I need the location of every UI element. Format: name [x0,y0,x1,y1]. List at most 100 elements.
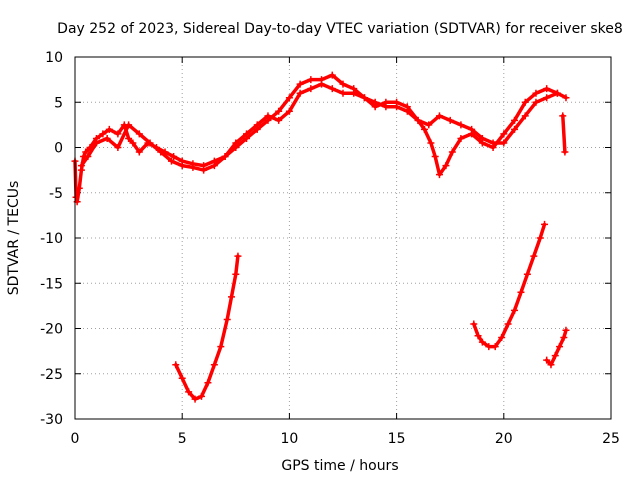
data-point [339,80,347,88]
data-point [75,184,83,192]
data-point [500,139,508,147]
series-trace [561,114,567,154]
data-point [157,148,165,156]
x-tick-label: 10 [280,431,298,447]
data-point [170,153,178,161]
x-tick-label: 20 [495,431,513,447]
series-3 [470,220,549,351]
data-point [350,89,358,97]
data-point [500,130,508,138]
y-tick-label: -25 [40,367,63,383]
data-point [536,234,544,242]
data-point [223,315,231,323]
y-tick-label: -30 [40,412,63,428]
data-point [530,252,538,260]
data-point [264,112,272,120]
data-point [468,125,476,133]
y-tick-labels: -30 -25 -20 -15 -10 -5 0 5 10 [40,50,63,428]
data-point [559,112,567,120]
data-point [521,98,529,106]
data-point [547,361,555,369]
y-tick-label: -5 [49,186,63,202]
data-point [403,103,411,111]
data-point [393,98,401,106]
data-point [382,98,390,106]
data-point [307,76,315,84]
data-point [448,148,456,156]
data-point [210,361,218,369]
data-point [197,392,205,400]
data-point [446,116,454,124]
x-tick-label: 15 [388,431,406,447]
data-point [172,361,180,369]
y-tick-label: 10 [45,50,63,66]
data-point [221,153,229,161]
data-point [296,89,304,97]
data-point [489,139,497,147]
data-point [191,395,199,403]
data-point [82,148,90,156]
data-point [253,121,261,129]
data-point [77,162,85,170]
data-point [307,85,315,93]
data-point [541,220,549,228]
series-1 [77,80,561,174]
data-point [435,171,443,179]
data-point [318,80,326,88]
series-2 [172,252,242,403]
data-point [532,89,540,97]
data-point [232,270,240,278]
data-point [560,334,568,342]
data-point [498,334,506,342]
y-tick-label: -15 [40,276,63,292]
data-point [431,153,439,161]
data-point [532,98,540,106]
data-point [511,125,519,133]
data-point [135,130,143,138]
data-point [243,130,251,138]
data-point [84,153,92,161]
data-point [561,148,569,156]
data-point [521,112,529,120]
x-tick-label: 25 [602,431,620,447]
data-point [285,94,293,102]
data-point [114,130,122,138]
data-point [285,107,293,115]
x-tick-labels: 0 5 10 15 20 25 [71,431,620,447]
data-point [339,89,347,97]
data-point [543,356,551,364]
data-point [275,107,283,115]
data-point [125,121,133,129]
x-tick-label: 5 [178,431,187,447]
data-point [178,374,186,382]
data-point [491,343,499,351]
chart-title: Day 252 of 2023, Sidereal Day-to-day VTE… [57,21,623,37]
data-point [517,288,525,296]
data-point [474,332,482,340]
data-point [556,343,564,351]
series-trace [174,254,240,401]
data-point [185,388,193,396]
data-point [511,306,519,314]
data-point [442,162,450,170]
y-tick-label: 5 [54,95,63,111]
data-point [485,343,493,351]
data-point [435,112,443,120]
data-point [275,116,283,124]
data-point [135,148,143,156]
data-point [146,139,154,147]
series-4 [543,326,570,369]
data-point [414,116,422,124]
y-tick-label: -20 [40,322,63,338]
series-trace [79,82,560,172]
data-point [105,125,113,133]
data-point [178,162,186,170]
data-point [232,139,240,147]
data-point [296,80,304,88]
data-point [457,134,465,142]
data-point [504,320,512,328]
data-point [425,121,433,129]
data-point [200,166,208,174]
data-marks [71,71,570,403]
